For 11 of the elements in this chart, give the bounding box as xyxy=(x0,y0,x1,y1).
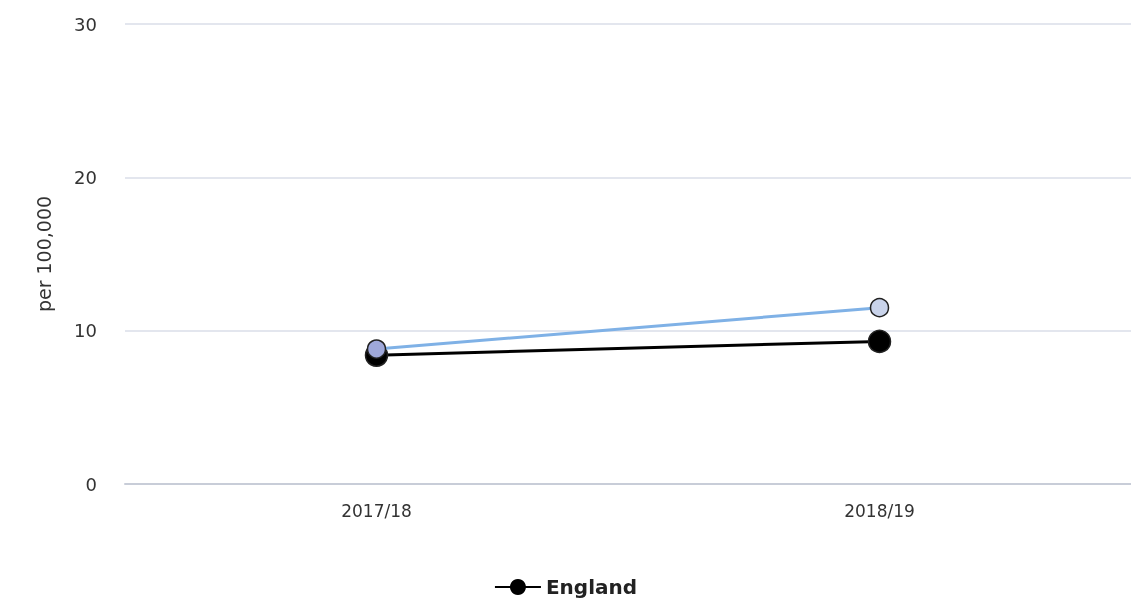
x-tick-label: 2018/19 xyxy=(844,500,915,521)
y-tick-label: 20 xyxy=(74,166,97,188)
legend-label: England xyxy=(545,575,638,599)
point xyxy=(366,339,387,359)
y-tick-label: 0 xyxy=(85,473,97,495)
y-tick-label: 10 xyxy=(74,320,97,342)
x-tick-label: 2017/18 xyxy=(341,500,412,521)
y-tick-label: 30 xyxy=(74,13,97,35)
point xyxy=(867,329,892,354)
y-axis-title: per 100,000 xyxy=(32,195,55,313)
point xyxy=(869,297,890,318)
